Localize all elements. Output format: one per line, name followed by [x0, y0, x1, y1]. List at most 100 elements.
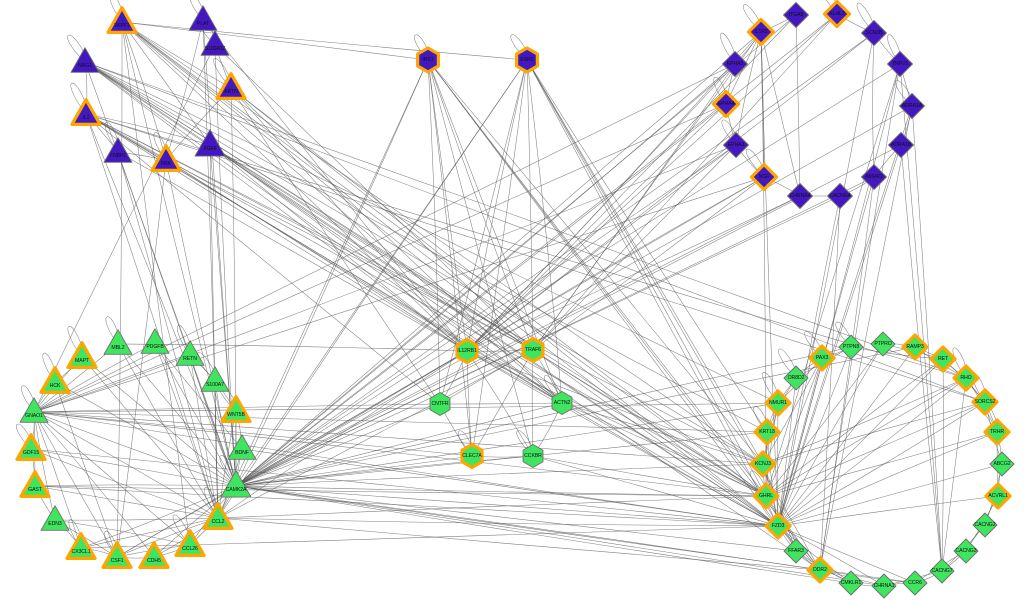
graph-edge [777, 346, 916, 527]
graph-edge [33, 354, 191, 413]
graph-edge [84, 61, 563, 404]
graph-edge [117, 151, 237, 487]
graph-edge [235, 485, 797, 552]
graph-self-loop-edge [835, 321, 854, 348]
graph-edge [214, 44, 232, 89]
graph-edge [941, 550, 967, 572]
graph-edge [85, 113, 764, 465]
graph-edge [121, 21, 468, 352]
graph-edge [117, 343, 219, 519]
graph-edge [84, 61, 764, 465]
graph-edge [116, 556, 155, 559]
graph-edge [84, 61, 468, 352]
graph-edge [941, 377, 967, 572]
graph-edge [466, 14, 797, 352]
graph-edge [230, 87, 441, 405]
graph-edge [777, 401, 986, 527]
graph-edge [235, 485, 885, 587]
graph-edge [117, 343, 237, 487]
graph-edge [777, 525, 916, 584]
graph-edge [34, 484, 237, 487]
graph-edge [235, 455, 473, 487]
graph-edge [54, 381, 237, 487]
graph-edge [561, 402, 779, 527]
graph-edge [33, 411, 155, 558]
graph-edge [33, 63, 736, 413]
graph-edge [777, 525, 852, 584]
graph-edge [466, 103, 727, 352]
graph-edge [777, 32, 875, 527]
graph-edge [235, 195, 801, 487]
graph-edge [121, 21, 232, 89]
graph-edge [33, 411, 768, 433]
graph-edge [116, 517, 219, 558]
graph-self-loop-edge [190, 0, 206, 21]
graph-edge [839, 176, 875, 197]
graph-edge [777, 105, 913, 527]
graph-edge [795, 14, 801, 197]
graph-edge [30, 448, 36, 487]
graph-self-loop-edge [16, 423, 34, 450]
graph-edge [80, 544, 191, 549]
graph-edge [217, 517, 779, 527]
graph-self-loop-edge [981, 400, 1000, 433]
graph-edge [777, 525, 821, 571]
graph-edge [911, 105, 943, 572]
graph-edge [965, 524, 986, 552]
graph-edge [209, 144, 779, 527]
graph-edge [235, 403, 441, 487]
graph-edge [214, 44, 534, 351]
graph-edge [725, 103, 737, 146]
graph-edge [235, 105, 913, 487]
graph-edge [466, 176, 765, 352]
graph-edge [763, 176, 801, 197]
graph-edge [235, 13, 838, 487]
graph-edge [209, 144, 563, 404]
graph-edge [427, 59, 767, 497]
graph-edge [765, 431, 998, 497]
graph-edge [235, 402, 779, 487]
graph-edge [84, 61, 534, 351]
graph-edge [531, 349, 534, 457]
graph-edge [165, 19, 204, 161]
graph-self-loop-edge [110, 0, 125, 23]
graph-edge [466, 13, 838, 352]
graph-edge [217, 59, 528, 519]
graph-edge [33, 411, 767, 497]
graph-edge [33, 176, 765, 413]
graph-edge [235, 14, 797, 487]
graph-edge [217, 349, 534, 519]
graph-edge [532, 455, 767, 497]
graph-edge [762, 401, 986, 465]
graph-edge [526, 59, 764, 465]
graph-edge [235, 485, 916, 584]
graph-self-loop-edge [887, 34, 903, 65]
graph-edge [33, 144, 737, 413]
graph-self-loop-edge [952, 347, 969, 379]
graph-edge [33, 411, 219, 519]
graph-edge [760, 31, 801, 197]
graph-edge [117, 151, 468, 352]
graph-edge [30, 448, 779, 527]
graph-edge [765, 63, 901, 497]
graph-edge [34, 485, 56, 521]
graph-edge [235, 463, 764, 487]
graph-edge [33, 44, 216, 413]
graph-edge [427, 59, 441, 405]
graph-edge [217, 495, 767, 519]
graph-edge [33, 411, 779, 527]
graph-edge [819, 105, 913, 571]
graph-edge [996, 431, 1003, 465]
graph-edge [532, 63, 736, 351]
graph-self-loop-edge [778, 348, 799, 379]
graph-edge [777, 431, 998, 527]
graph-edge [33, 411, 118, 558]
graph-edge [121, 21, 528, 61]
graph-edge [230, 87, 563, 404]
graph-edge [819, 195, 841, 571]
graph-edge [777, 346, 852, 527]
graph-edge [532, 349, 767, 497]
graph-edge [235, 31, 762, 487]
